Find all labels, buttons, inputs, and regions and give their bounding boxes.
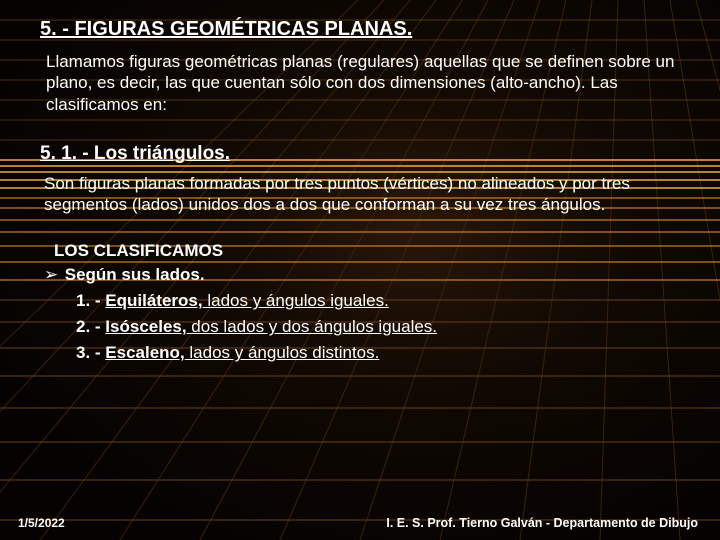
bullet-label: Según sus lados. [65,265,205,284]
footer-credit: I. E. S. Prof. Tierno Galván - Departame… [386,516,698,530]
classification-heading: LOS CLASIFICAMOS [54,241,680,261]
footer-date: 1/5/2022 [18,516,65,530]
list-item: 2. - Isósceles, dos lados y dos ángulos … [76,317,680,337]
subsection-title: 5. 1. - Los triángulos. [40,143,680,165]
slide-content: 5. - FIGURAS GEOMÉTRICAS PLANAS. Llamamo… [0,0,720,363]
intro-paragraph: Llamamos figuras geométricas planas (reg… [40,51,680,115]
footer: 1/5/2022 I. E. S. Prof. Tierno Galván - … [0,516,720,530]
bullet-segun-lados: ➢ Según sus lados. [44,265,680,285]
arrow-icon: ➢ [44,265,60,285]
list-item: 3. - Escaleno, lados y ángulos distintos… [76,343,680,363]
list-item: 1. - Equiláteros, lados y ángulos iguale… [76,291,680,311]
section-title: 5. - FIGURAS GEOMÉTRICAS PLANAS. [40,18,680,41]
subsection-paragraph: Son figuras planas formadas por tres pun… [40,173,680,216]
